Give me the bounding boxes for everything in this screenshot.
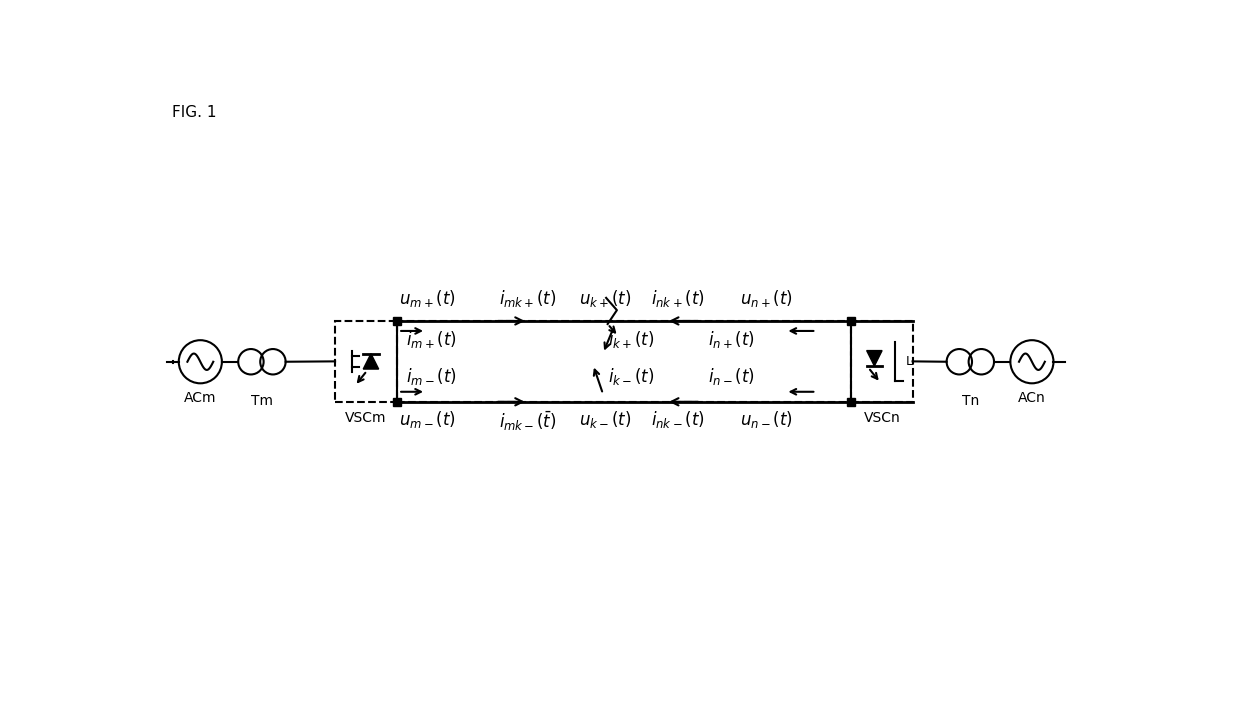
Text: $u_{n+}(t)$: $u_{n+}(t)$ bbox=[740, 289, 793, 309]
Text: VSCn: VSCn bbox=[864, 411, 901, 425]
Text: $i_{mk+}(t)$: $i_{mk+}(t)$ bbox=[499, 289, 556, 309]
Text: $u_{m-}(t)$: $u_{m-}(t)$ bbox=[399, 410, 456, 430]
Bar bbox=[396, 321, 851, 402]
Text: VSCm: VSCm bbox=[346, 411, 387, 425]
Polygon shape bbox=[363, 353, 379, 369]
Text: $i_{n-}(t)$: $i_{n-}(t)$ bbox=[709, 366, 755, 387]
Bar bbox=[847, 317, 855, 325]
Text: $u_{n-}(t)$: $u_{n-}(t)$ bbox=[740, 410, 793, 430]
Text: $u_{m+}(t)$: $u_{m+}(t)$ bbox=[399, 289, 456, 309]
Text: $i_{k+}(t)$: $i_{k+}(t)$ bbox=[608, 329, 654, 351]
Text: $i_{mk-}(\bar{t})$: $i_{mk-}(\bar{t})$ bbox=[499, 410, 556, 433]
Text: Tm: Tm bbox=[252, 395, 273, 409]
Text: L: L bbox=[906, 355, 913, 368]
Text: $i_{nk+}(t)$: $i_{nk+}(t)$ bbox=[650, 289, 705, 309]
Text: $i_{n+}(t)$: $i_{n+}(t)$ bbox=[709, 329, 755, 351]
Text: $i_{nk-}(t)$: $i_{nk-}(t)$ bbox=[650, 410, 705, 430]
Text: ACn: ACn bbox=[1018, 391, 1046, 405]
Bar bbox=[847, 398, 855, 406]
Text: Tn: Tn bbox=[961, 395, 979, 409]
Polygon shape bbox=[867, 351, 882, 366]
Text: $i_{k-}(t)$: $i_{k-}(t)$ bbox=[608, 366, 654, 387]
Bar bbox=[393, 317, 400, 325]
Text: $i_{m+}(t)$: $i_{m+}(t)$ bbox=[406, 329, 457, 351]
Bar bbox=[851, 321, 913, 402]
Text: $i_{m-}(t)$: $i_{m-}(t)$ bbox=[406, 366, 457, 387]
Text: $u_{k-}(t)$: $u_{k-}(t)$ bbox=[579, 410, 631, 430]
Text: ACm: ACm bbox=[185, 391, 217, 405]
Bar bbox=[393, 398, 400, 406]
Text: $u_{k+}(t)$: $u_{k+}(t)$ bbox=[579, 289, 631, 309]
Text: FIG. 1: FIG. 1 bbox=[172, 105, 217, 120]
Bar bbox=[335, 321, 396, 402]
